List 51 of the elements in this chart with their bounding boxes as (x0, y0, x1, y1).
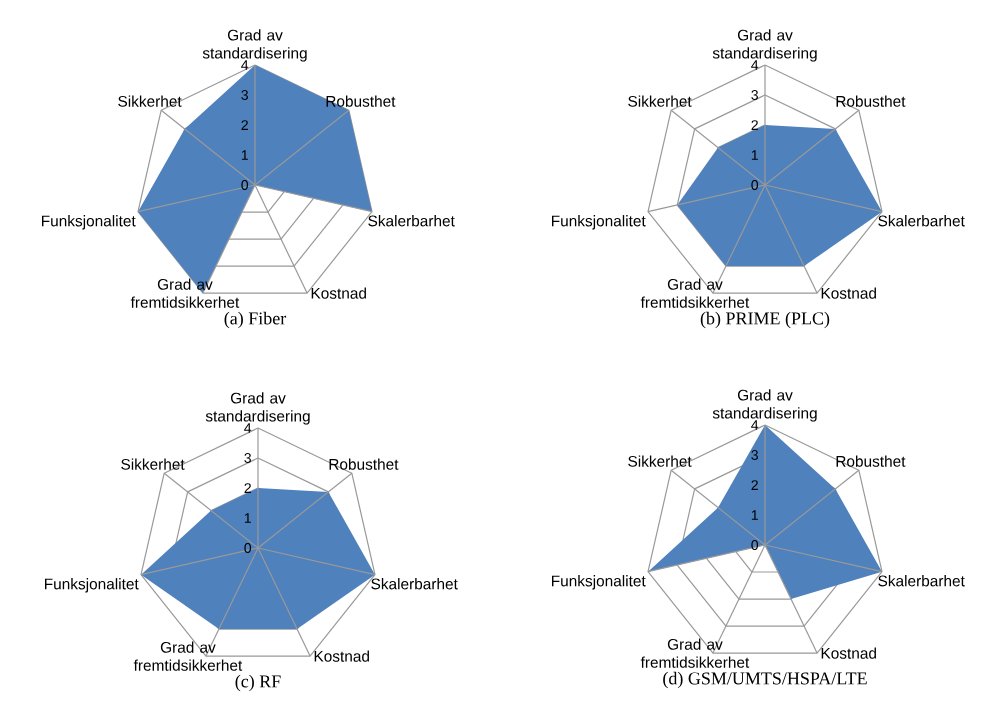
y-tick-label: 1 (244, 513, 251, 523)
y-tick-label: 2 (751, 480, 758, 490)
spoke-label: Sikkerhet (121, 458, 185, 470)
text: (a) Fiber (224, 311, 287, 329)
spoke-label: Skalerbarhet (371, 578, 458, 590)
y-tick-label: 1 (241, 150, 248, 160)
y-tick-label: 4 (751, 60, 759, 70)
y-tick-label: 2 (751, 120, 758, 130)
spoke-label: Grad av fremtidsikkerhet (640, 638, 750, 668)
spoke-label: Kostnad (311, 287, 366, 299)
spoke-label: Grad av standardisering (712, 29, 817, 62)
spoke-label: Skalerbarhet (878, 575, 965, 587)
spoke-label: Sikkerhet (118, 95, 182, 107)
y-tick-label: 3 (751, 90, 758, 100)
spoke-label: Grad av standardisering (202, 29, 307, 62)
y-tick-label: 1 (751, 510, 758, 520)
spoke-label: Funksjonalitet (45, 578, 139, 593)
spoke-label: Grad av fremtidsikkerhet (133, 641, 243, 671)
spoke-label: Funksjonalitet (552, 215, 646, 230)
y-tick-label: 1 (751, 150, 758, 160)
y-tick-label: 4 (244, 423, 252, 433)
y-tick-label: 3 (244, 453, 251, 463)
spoke-label: Grad av standardisering (712, 389, 817, 422)
y-tick-label: 4 (751, 420, 759, 430)
spoke-label: Kostnad (821, 287, 876, 299)
y-tick-label: 3 (241, 90, 248, 100)
y-tick-label: 0 (241, 180, 249, 190)
spoke-label: Robusthet (836, 455, 906, 467)
spoke-label: Skalerbarhet (878, 215, 965, 227)
spoke-label: Sikkerhet (628, 95, 692, 107)
spoke-label: Robusthet (836, 95, 906, 107)
y-tick-label: 2 (241, 120, 248, 130)
spoke-label: Kostnad (821, 647, 876, 659)
y-tick-label: 0 (244, 543, 252, 553)
spoke-label: Sikkerhet (628, 455, 692, 467)
spoke-label: Robusthet (329, 458, 399, 470)
y-tick-label: 3 (751, 450, 758, 460)
text: (b) PRIME (PLC) (700, 311, 830, 329)
text: (c) RF (235, 674, 281, 692)
y-tick-label: 0 (751, 540, 759, 550)
spoke-label: Funksjonalitet (552, 575, 646, 590)
spoke-label: Funksjonalitet (42, 215, 136, 230)
spoke-label: Grad av fremtidsikkerhet (640, 278, 750, 308)
y-tick-label: 0 (751, 180, 759, 190)
y-tick-label: 4 (241, 60, 249, 70)
spoke-label: Robusthet (326, 95, 396, 107)
y-tick-label: 2 (244, 483, 251, 493)
spoke-label: Grad av standardisering (205, 392, 310, 425)
spoke-label: Kostnad (314, 650, 369, 662)
spoke-label: Skalerbarhet (368, 215, 455, 227)
text: (d) GSM/UMTS/HSPA/LTE (663, 671, 867, 689)
